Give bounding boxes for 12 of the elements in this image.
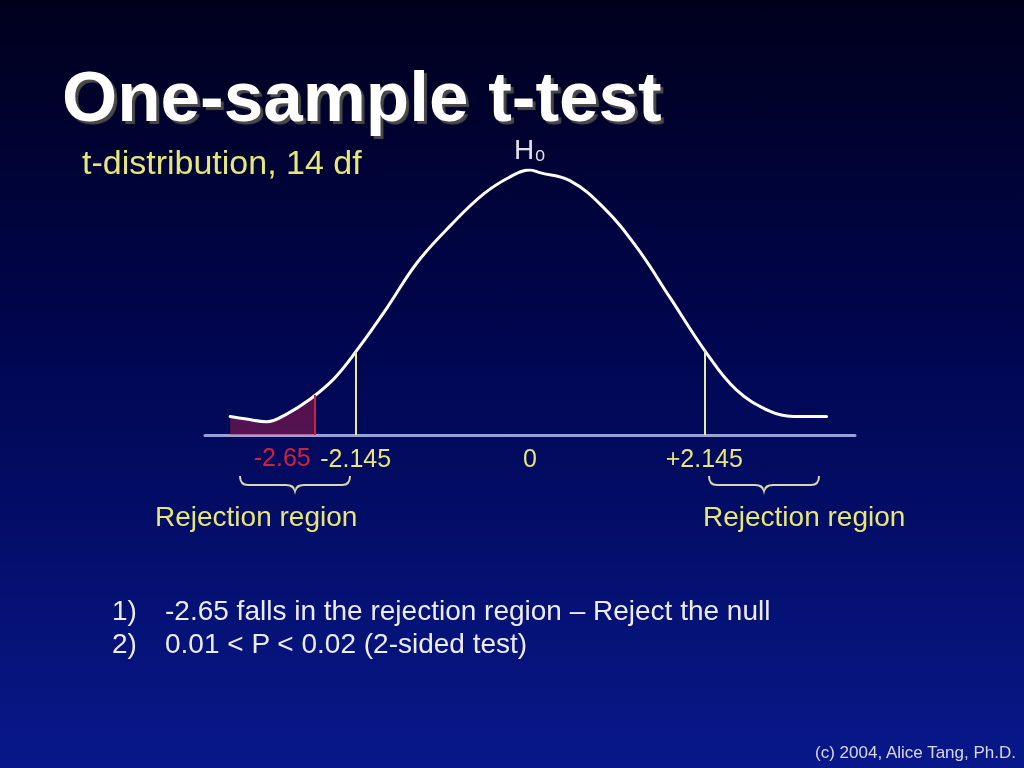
- chart-subtitle: t-distribution, 14 df: [82, 143, 362, 181]
- ref-line-label: -2.65: [253, 443, 311, 471]
- text: Rejection region: [155, 501, 358, 532]
- x-tick-label: +2.145: [665, 443, 743, 472]
- x-tick-label: -2.145: [320, 443, 392, 472]
- annotation: H₀: [514, 134, 546, 165]
- text: (c) 2004, Alice Tang, Ph.D.: [815, 743, 1016, 762]
- x-tick-label: 0: [523, 443, 537, 472]
- chart-title: One-sample t-test: [62, 57, 662, 136]
- text: Rejection region: [703, 501, 906, 532]
- text: 1) -2.65 falls in the rejection region – Reject the null: [112, 595, 771, 626]
- text: 2) 0.01 < P < 0.02 (2-sided test): [112, 628, 528, 659]
